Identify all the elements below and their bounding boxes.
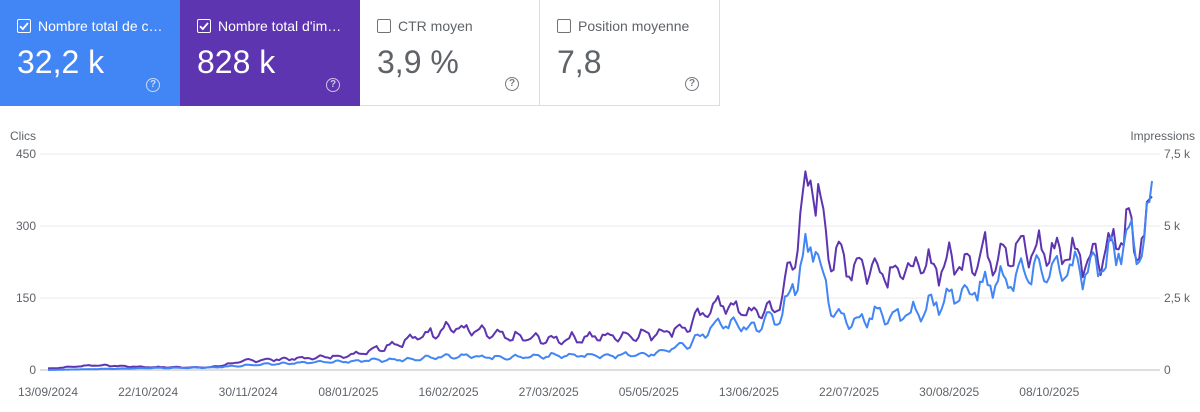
performance-chart: 0 150 300 450 0 2,5 k 5 k 7,5 k 13/09/2024 22/1… xyxy=(10,129,1195,399)
left-axis-ticks: 0 150 300 450 xyxy=(16,147,36,377)
card-value: 7,8 xyxy=(557,44,602,80)
card-value: 32,2 k xyxy=(17,44,105,80)
x-tick-label: 30/11/2024 xyxy=(219,385,278,399)
left-tick-label: 450 xyxy=(16,147,36,161)
right-tick-label: 0 xyxy=(1164,363,1171,377)
card-header: Position moyenne xyxy=(557,18,713,34)
x-tick-label: 30/08/2025 xyxy=(919,385,979,399)
card-label: Position moyenne xyxy=(578,18,690,34)
x-axis-ticks: 13/09/2024 22/10/2024 30/11/2024 08/01/2025… xyxy=(18,385,1080,399)
x-tick-label: 08/01/2025 xyxy=(318,385,378,399)
right-axis-ticks: 0 2,5 k 5 k 7,5 k xyxy=(1164,147,1191,377)
left-tick-label: 150 xyxy=(16,291,36,305)
checkbox-unchecked-icon[interactable] xyxy=(557,19,571,33)
chart-series xyxy=(47,170,1153,371)
right-tick-label: 2,5 k xyxy=(1164,291,1191,305)
card-value: 828 k xyxy=(197,44,276,80)
checkbox-checked-icon[interactable] xyxy=(197,19,211,33)
x-tick-label: 22/10/2024 xyxy=(118,385,178,399)
card-header: Nombre total d'im… xyxy=(197,18,353,34)
card-value: 3,9 % xyxy=(377,44,459,80)
right-axis-label: Impressions xyxy=(1130,129,1195,143)
x-tick-label: 13/06/2025 xyxy=(719,385,779,399)
left-tick-label: 0 xyxy=(29,363,36,377)
card-label: CTR moyen xyxy=(398,18,473,34)
help-icon[interactable]: ? xyxy=(146,78,160,92)
x-tick-label: 08/10/2025 xyxy=(1019,385,1079,399)
x-tick-label: 05/05/2025 xyxy=(619,385,679,399)
checkbox-unchecked-icon[interactable] xyxy=(377,19,391,33)
x-tick-label: 22/07/2025 xyxy=(819,385,879,399)
metric-cards: Nombre total de c… 32,2 k ? Nombre total… xyxy=(0,0,720,106)
x-tick-label: 16/02/2025 xyxy=(418,385,478,399)
left-tick-label: 300 xyxy=(16,219,36,233)
clicks-line xyxy=(47,180,1153,371)
card-header: Nombre total de c… xyxy=(17,18,173,34)
left-axis-label: Clics xyxy=(10,129,36,143)
help-icon[interactable]: ? xyxy=(505,77,519,91)
right-tick-label: 5 k xyxy=(1164,219,1181,233)
help-icon[interactable]: ? xyxy=(685,77,699,91)
x-tick-label: 27/03/2025 xyxy=(519,385,579,399)
card-label: Nombre total d'im… xyxy=(218,18,342,34)
average-position-card[interactable]: Position moyenne 7,8 ? xyxy=(540,0,720,106)
average-ctr-card[interactable]: CTR moyen 3,9 % ? xyxy=(360,0,540,106)
help-icon[interactable]: ? xyxy=(326,78,340,92)
total-impressions-card[interactable]: Nombre total d'im… 828 k ? xyxy=(180,0,360,106)
checkbox-checked-icon[interactable] xyxy=(17,19,31,33)
total-clicks-card[interactable]: Nombre total de c… 32,2 k ? xyxy=(0,0,180,106)
card-header: CTR moyen xyxy=(377,18,533,34)
impressions-line xyxy=(47,170,1153,370)
chart-gridlines xyxy=(40,153,1160,371)
x-tick-label: 13/09/2024 xyxy=(18,385,78,399)
card-label: Nombre total de c… xyxy=(38,18,163,34)
right-tick-label: 7,5 k xyxy=(1164,147,1191,161)
